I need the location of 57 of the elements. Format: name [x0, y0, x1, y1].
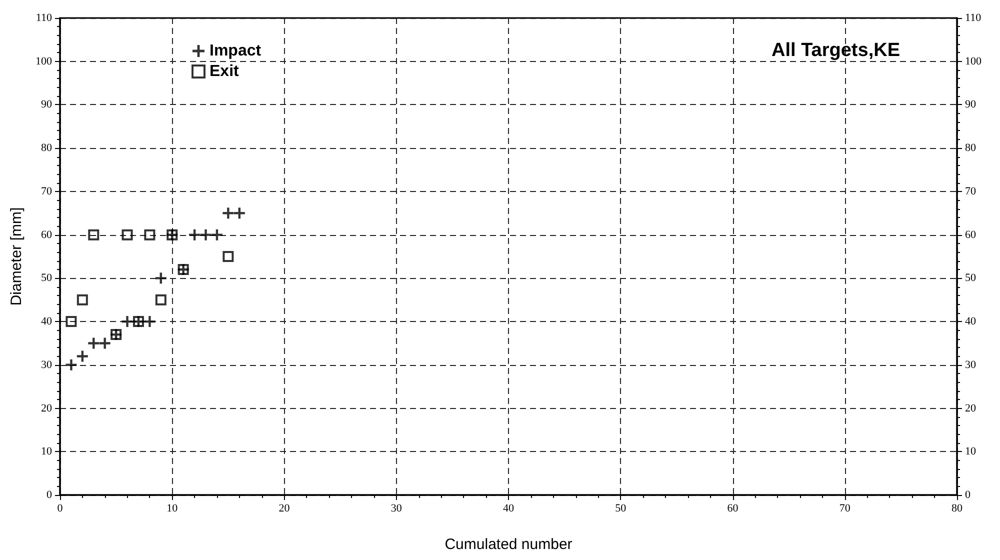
y2-tick-label: 60: [965, 228, 976, 241]
x-tick-label: 80: [952, 502, 963, 514]
y-tick-label: 10: [41, 446, 52, 458]
y-axis-title: Diameter [mm]: [8, 207, 25, 306]
point: [88, 338, 100, 349]
point: [222, 251, 234, 262]
x-axis-title: Cumulated number: [444, 536, 572, 553]
y-tick-label: 30: [41, 358, 52, 371]
point: [99, 338, 110, 349]
y-tick-label: 0: [46, 489, 52, 501]
point: [122, 316, 133, 328]
y2-tick-label: 70: [965, 185, 976, 198]
y2-tick-label: 110: [965, 12, 982, 24]
y-tick-label: 70: [41, 185, 52, 198]
y2-tick-label: 50: [965, 272, 976, 284]
point: [66, 316, 77, 328]
y-tick-label: 100: [36, 55, 52, 68]
x-tick-label: 0: [57, 502, 64, 514]
y2-tick-label: 30: [965, 358, 976, 371]
point: [155, 272, 166, 284]
point: [211, 229, 222, 240]
point: [144, 229, 156, 240]
point: [155, 294, 166, 306]
point: [76, 294, 88, 306]
point: [200, 229, 212, 240]
point: [189, 229, 200, 240]
x-tick-label: 20: [278, 502, 290, 514]
legend-label: Impact: [210, 42, 262, 60]
x-tick-label: 50: [615, 502, 627, 514]
x-tick-label: 70: [839, 502, 851, 514]
y2-tick-label: 0: [965, 489, 971, 501]
text: All Targets,KE: [772, 40, 900, 61]
y-tick-label: 50: [41, 272, 52, 284]
y2-tick-label: 100: [965, 55, 982, 68]
x-tick-label: 10: [166, 502, 178, 514]
legend-label: Exit: [210, 63, 240, 80]
y-tick-label: 40: [41, 316, 52, 328]
point: [234, 208, 245, 219]
y2-tick-label: 80: [965, 142, 976, 154]
y2-tick-label: 40: [965, 316, 976, 328]
point: [122, 229, 133, 240]
y-tick-label: 60: [41, 228, 52, 241]
point: [222, 208, 234, 219]
point: [66, 359, 77, 370]
point: [144, 316, 156, 328]
y-tick-label: 80: [41, 142, 52, 154]
point: [76, 350, 88, 362]
y2-tick-label: 90: [965, 98, 976, 111]
y-tick-label: 20: [41, 402, 52, 414]
point: [88, 229, 100, 240]
x-tick-label: 40: [503, 502, 514, 514]
y-tick-label: 110: [36, 12, 52, 24]
y2-tick-label: 20: [965, 402, 976, 414]
x-tick-label: 60: [727, 502, 739, 514]
x-tick-label: 30: [390, 502, 402, 514]
y-tick-label: 90: [41, 98, 52, 111]
y2-tick-label: 10: [965, 446, 976, 458]
